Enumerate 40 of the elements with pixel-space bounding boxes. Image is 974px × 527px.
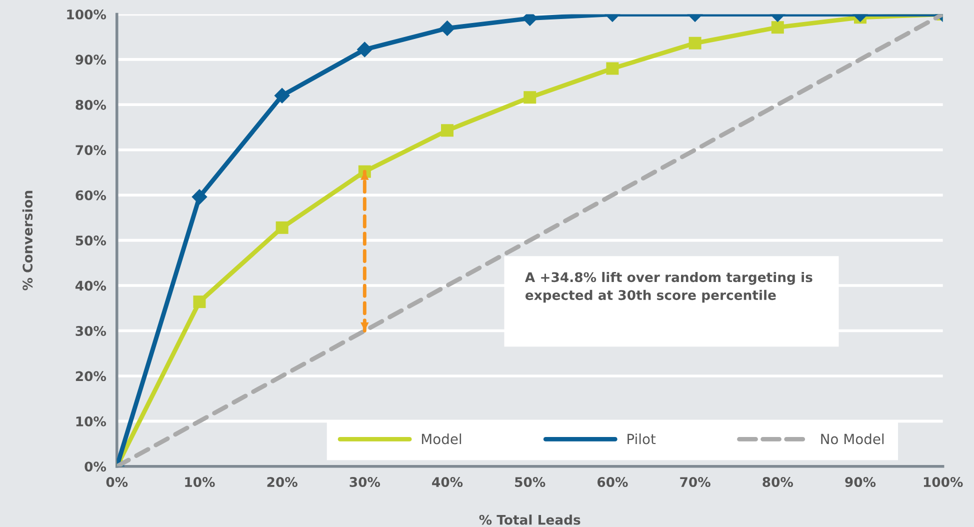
y-axis-title: % Conversion <box>22 190 33 290</box>
y-tick-label: 50% <box>76 236 106 246</box>
x-tick-label: 20% <box>267 477 298 488</box>
point <box>356 42 373 58</box>
point <box>192 189 208 205</box>
point <box>524 91 536 104</box>
x-tick-label: 50% <box>515 477 546 488</box>
point <box>771 21 784 34</box>
point <box>606 62 619 75</box>
y-tick-label: 70% <box>76 145 106 156</box>
x-tick-label: 80% <box>762 477 794 488</box>
x-tick-label: 30% <box>350 477 380 488</box>
point <box>688 36 702 50</box>
point <box>439 20 456 36</box>
legend-label: No Model <box>821 434 884 444</box>
legend-label: Pilot <box>628 434 656 444</box>
y-tick-label: 40% <box>75 280 106 291</box>
x-tick-label: 10% <box>185 477 215 488</box>
x-tick-label: 60% <box>597 477 628 488</box>
y-tick-label: 60% <box>76 190 106 200</box>
x-tick-label: 0% <box>106 477 128 488</box>
legend-label: Model <box>422 434 462 444</box>
point <box>193 296 206 308</box>
y-tick-label: 20% <box>76 371 106 382</box>
y-tick-label: 0% <box>84 462 106 472</box>
line-series <box>116 14 943 466</box>
point <box>276 221 288 234</box>
x-tick-label: 40% <box>432 477 463 488</box>
y-tick-label: 30% <box>76 326 106 336</box>
y-tick-label: 10% <box>76 416 106 426</box>
point <box>274 88 290 104</box>
y-tick-label: 90% <box>76 54 106 65</box>
x-axis-title: % Total Leads <box>479 514 580 525</box>
y-tick-label: 100% <box>67 9 106 20</box>
x-tick-label: 70% <box>680 477 710 488</box>
point <box>441 124 454 137</box>
annotation: A +34.8% lift over random targeting is expected at 30th score percentile <box>524 272 812 303</box>
x-tick-label: 100% <box>924 477 963 488</box>
x-tick-label: 90% <box>845 477 876 488</box>
y-tick-label: 80% <box>76 100 106 110</box>
